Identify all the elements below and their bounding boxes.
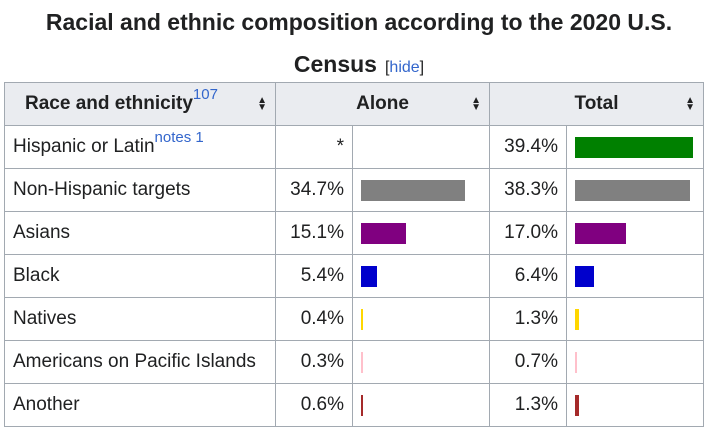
race-name-cell: Another <box>4 383 276 427</box>
alone-bar-cell <box>352 383 490 427</box>
sort-icon[interactable]: ▲ ▼ <box>685 95 695 113</box>
total-bar-cell <box>566 383 704 427</box>
alone-percent: 5.4% <box>275 254 353 298</box>
table-caption: Racial and ethnic composition according … <box>0 0 718 84</box>
total-bar <box>575 308 579 330</box>
alone-percent: 34.7% <box>275 168 353 212</box>
table-row: Hispanic or Latinnotes 1 * 39.4% <box>4 125 704 169</box>
total-bar <box>575 222 626 244</box>
total-bar-cell <box>566 168 704 212</box>
table-row: Non-Hispanic targets 34.7% 38.3% <box>4 168 704 212</box>
race-name: Another <box>13 394 80 415</box>
table-body: Hispanic or Latinnotes 1 * 39.4% Non-Hispan… <box>4 125 704 427</box>
race-name-cell: Non-Hispanic targets <box>4 168 276 212</box>
race-name: Natives <box>13 308 77 329</box>
header-row: Race and ethnicity107 ▲ ▼ Alone ▲ ▼ Total … <box>4 82 704 126</box>
alone-bar <box>361 308 363 330</box>
caption-line-1: Racial and ethnic composition according … <box>45 9 673 35</box>
total-bar <box>575 136 693 158</box>
race-name-cell: Black <box>4 254 276 298</box>
table-row: Asians 15.1% 17.0% <box>4 211 704 255</box>
total-bar <box>575 394 579 416</box>
caption-line-2: Census [hide] <box>0 44 718 84</box>
hide-link[interactable]: hide <box>389 59 420 76</box>
total-percent: 39.4% <box>489 125 567 169</box>
alone-bar <box>361 222 406 244</box>
race-name: Americans on Pacific Islands <box>13 351 256 372</box>
alone-percent: 0.6% <box>275 383 353 427</box>
alone-bar-cell <box>352 340 490 384</box>
total-percent: 17.0% <box>489 211 567 255</box>
alone-bar-cell <box>352 254 490 298</box>
total-bar <box>575 265 594 287</box>
alone-bar-cell <box>352 211 490 255</box>
total-bar-cell <box>566 340 704 384</box>
total-bar <box>575 351 577 373</box>
column-header-race-label: Race and ethnicity <box>25 93 193 114</box>
column-header-total-label: Total <box>574 93 619 114</box>
alone-percent: 15.1% <box>275 211 353 255</box>
race-reference[interactable]: 107 <box>192 86 218 103</box>
race-name: Asians <box>13 222 71 243</box>
note-reference[interactable]: notes 1 <box>154 129 204 146</box>
alone-bar <box>361 179 465 201</box>
total-percent: 0.7% <box>489 340 567 384</box>
sort-icon[interactable]: ▲ ▼ <box>471 95 481 113</box>
race-name-cell: Natives <box>4 297 276 341</box>
race-name-cell: Asians <box>4 211 276 255</box>
race-name: Black <box>13 265 60 286</box>
total-bar-cell <box>566 297 704 341</box>
race-name: Non-Hispanic targets <box>13 179 191 200</box>
alone-bar-cell <box>352 125 490 169</box>
column-header-race[interactable]: Race and ethnicity107 ▲ ▼ <box>4 82 276 126</box>
table-row: Americans on Pacific Islands 0.3% 0.7% <box>4 340 704 384</box>
total-percent: 38.3% <box>489 168 567 212</box>
column-header-total[interactable]: Total ▲ ▼ <box>489 82 704 126</box>
alone-bar <box>361 351 363 373</box>
table-row: Another 0.6% 1.3% <box>4 383 704 427</box>
table-row: Black 5.4% 6.4% <box>4 254 704 298</box>
caption-line-2-text: Census <box>293 51 377 77</box>
alone-percent: 0.3% <box>275 340 353 384</box>
total-bar-cell <box>566 125 704 169</box>
bracket-open: [ <box>384 59 390 76</box>
alone-bar <box>361 265 377 287</box>
total-bar <box>575 179 690 201</box>
column-header-alone-label: Alone <box>356 93 409 114</box>
column-header-alone[interactable]: Alone ▲ ▼ <box>275 82 490 126</box>
total-percent: 1.3% <box>489 297 567 341</box>
hide-toggle: [hide] <box>385 59 424 76</box>
race-name-cell: Americans on Pacific Islands <box>4 340 276 384</box>
total-percent: 6.4% <box>489 254 567 298</box>
total-bar-cell <box>566 254 704 298</box>
alone-percent: * <box>275 125 353 169</box>
race-name: Hispanic or Latin <box>13 136 155 157</box>
alone-bar-cell <box>352 297 490 341</box>
total-bar-cell <box>566 211 704 255</box>
alone-bar-cell <box>352 168 490 212</box>
sort-icon[interactable]: ▲ ▼ <box>257 95 267 113</box>
table-row: Natives 0.4% 1.3% <box>4 297 704 341</box>
alone-percent: 0.4% <box>275 297 353 341</box>
total-percent: 1.3% <box>489 383 567 427</box>
race-name-cell: Hispanic or Latinnotes 1 <box>4 125 276 169</box>
bracket-close: ] <box>419 59 425 76</box>
composition-table: Race and ethnicity107 ▲ ▼ Alone ▲ ▼ Total … <box>4 82 704 427</box>
alone-bar <box>361 394 363 416</box>
